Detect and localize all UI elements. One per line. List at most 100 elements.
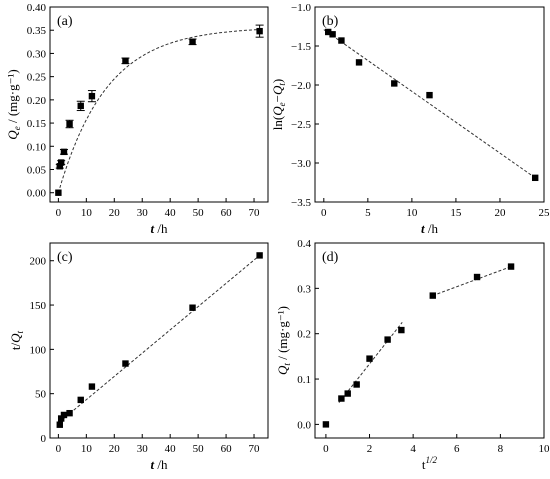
- panel-c: 0 10 20 30 40 50 60 70 0 50 100 150 200 (c) t /h t/Qt: [8, 242, 269, 472]
- y-tick-label: 0.2: [297, 329, 311, 341]
- data-point: [473, 273, 481, 281]
- plot-frame: [49, 6, 269, 203]
- y-tick-label: 0.3: [297, 283, 311, 295]
- y-axis-label: t/Qt: [8, 330, 25, 350]
- data-point: [88, 92, 96, 100]
- data-point: [189, 38, 196, 46]
- panel-label: (c): [57, 250, 73, 265]
- data-point: [338, 395, 345, 402]
- plot-frame: [314, 6, 545, 203]
- x-tick-label: 40: [165, 207, 177, 219]
- x-tick-label: 10: [81, 207, 93, 219]
- x-tick-label: 0: [56, 443, 62, 455]
- y-tick-label: 150: [30, 300, 47, 312]
- data-point: [398, 326, 405, 334]
- x-axis-label: t /h: [151, 221, 168, 236]
- y-axis-label: Qt / (mg·g⁻¹): [275, 306, 292, 375]
- x-tick-label: 5: [365, 207, 371, 219]
- x-tick-label: 6: [454, 443, 460, 455]
- data-point: [56, 163, 63, 170]
- data-point: [256, 27, 263, 35]
- plot-frame: [314, 242, 545, 439]
- data-point: [531, 174, 539, 182]
- y-tick-label: −1.5: [291, 41, 311, 53]
- x-tick-label: 10: [81, 443, 93, 455]
- y-tick-label: 0.1: [297, 374, 311, 386]
- data-point: [122, 57, 129, 65]
- data-point: [77, 396, 84, 404]
- x-axis-label: t /h: [151, 457, 168, 472]
- x-tick-label: 0: [56, 207, 62, 219]
- y-tick-label: 0.05: [27, 165, 47, 177]
- y-tick-label: 0.0: [297, 419, 311, 431]
- data-point: [426, 91, 433, 99]
- fit-segment: [338, 322, 403, 403]
- x-tick-label: 0: [323, 443, 329, 455]
- data-point: [77, 102, 84, 110]
- data-point: [325, 28, 332, 36]
- y-tick-label: 0.35: [27, 25, 47, 37]
- panel-b: 0 5 10 15 20 25 −3.5 −3.0 −2.5 −2.0 −1.5 −1.0 (b) t /…: [270, 2, 550, 236]
- y-tick-label: 0.30: [27, 48, 47, 60]
- data-point: [329, 31, 336, 38]
- y-tick-label: 0.00: [27, 188, 47, 200]
- y-tick-label: −2.0: [291, 80, 311, 92]
- x-tick-label: 30: [137, 207, 149, 219]
- x-tick-label: 60: [221, 443, 233, 455]
- fit-segment: [432, 266, 512, 297]
- data-point: [189, 304, 196, 311]
- plot-frame: [49, 242, 269, 439]
- data-point: [429, 292, 436, 299]
- x-tick-label: 20: [494, 207, 506, 219]
- x-tick-label: 50: [193, 443, 205, 455]
- y-tick-label: 0.20: [27, 95, 47, 107]
- data-point: [366, 355, 373, 362]
- data-point: [122, 360, 129, 367]
- data-point: [322, 421, 330, 428]
- x-tick-label: 40: [165, 443, 177, 455]
- x-tick-label: 0: [321, 207, 327, 219]
- data-point: [60, 148, 68, 156]
- panel-d: 0 2 4 6 8 10 0.0 0.1 0.2 0.3 0.4 (d) t1/2 Qt / (mg·g⁻…: [275, 238, 550, 472]
- x-tick-label: 10: [406, 207, 418, 219]
- panel-label: (d): [322, 250, 339, 265]
- y-tick-label: 0.10: [27, 141, 47, 153]
- y-axis-label: Qe / (mg·g⁻¹): [5, 69, 22, 139]
- y-tick-label: −3.5: [291, 197, 311, 209]
- y-tick-label: 0: [41, 433, 47, 445]
- x-tick-label: 20: [109, 443, 121, 455]
- x-tick-label: 2: [367, 443, 373, 455]
- y-tick-label: 0.15: [27, 118, 47, 130]
- panel-a: 0 10 20 30 40 50 60 70 0.00 0.05 0.10 0.15 0.20 0.25 0…: [5, 2, 269, 236]
- y-tick-label: −3.0: [291, 158, 311, 170]
- data-point: [391, 80, 398, 87]
- y-tick-label: 100: [30, 344, 47, 356]
- y-tick-label: 200: [30, 256, 47, 268]
- x-tick-label: 70: [249, 207, 261, 219]
- x-tick-label: 15: [450, 207, 462, 219]
- x-tick-label: 8: [498, 443, 504, 455]
- panel-label: (b): [322, 14, 339, 29]
- data-point: [57, 415, 65, 422]
- x-tick-label: 30: [137, 443, 149, 455]
- panel-label: (a): [57, 14, 73, 29]
- x-tick-label: 20: [109, 207, 121, 219]
- y-tick-label: 50: [35, 389, 47, 401]
- y-tick-label: 0.40: [27, 2, 47, 14]
- x-tick-label: 50: [193, 207, 205, 219]
- y-tick-label: 0.25: [27, 72, 47, 84]
- x-axis-label: t /h: [421, 221, 438, 236]
- y-axis-label: ln(Qe−Qt): [270, 79, 287, 130]
- data-point: [353, 381, 360, 388]
- data-point: [256, 252, 263, 259]
- data-point: [66, 120, 73, 128]
- data-point: [384, 336, 391, 343]
- x-tick-label: 25: [539, 207, 550, 219]
- fit-curve: [57, 29, 260, 193]
- data-point: [56, 421, 63, 428]
- data-point: [88, 383, 96, 390]
- data-point: [60, 411, 68, 419]
- x-tick-label: 10: [539, 443, 550, 455]
- y-tick-label: 0.4: [297, 238, 311, 250]
